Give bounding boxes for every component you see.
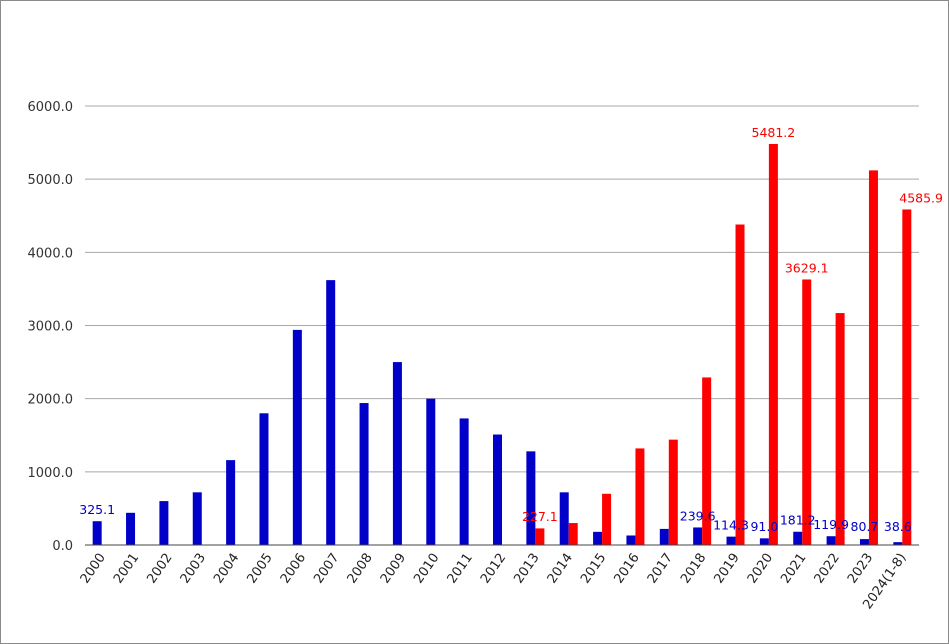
data-label-series1: 239.6 <box>680 508 716 523</box>
bar-series2 <box>868 170 878 546</box>
bar-series1 <box>859 539 869 545</box>
x-tick-label: 2004 <box>211 551 242 587</box>
y-tick-label: 6000.0 <box>28 100 74 115</box>
bar-series2 <box>802 279 812 545</box>
bar-series1 <box>226 460 236 545</box>
x-tick-label: 2006 <box>278 551 309 587</box>
x-axis-ticks: 2000 2001 2002 2003 2004 2005 2006 2007 2008 2009… <box>78 551 910 612</box>
data-label-series1: 91.0 <box>750 519 778 534</box>
x-tick-label: 2011 <box>445 551 476 587</box>
y-axis-ticks: 0.0 1000.0 2000.0 3000.0 4000.0 5000.0 6000.0 <box>28 100 74 554</box>
bar-series1 <box>559 492 569 545</box>
data-label-series2: 5481.2 <box>752 125 796 140</box>
bar-series1 <box>793 531 803 545</box>
x-tick-label: 2000 <box>78 551 109 587</box>
x-tick-label: 2005 <box>244 551 275 587</box>
bar-series1 <box>593 531 603 545</box>
x-tick-label: 2010 <box>411 551 442 587</box>
bar-series1 <box>359 403 369 545</box>
bar-series1 <box>726 536 736 545</box>
bar-series2 <box>735 224 745 545</box>
bar-series1 <box>159 501 169 545</box>
bar-series2 <box>902 209 912 546</box>
data-label-series2: 4585.9 <box>899 190 943 205</box>
bar-series1 <box>426 398 436 545</box>
x-tick-label: 2008 <box>345 551 376 587</box>
bars <box>92 143 912 546</box>
bar-series2 <box>668 439 678 545</box>
bar-series1 <box>893 542 903 545</box>
data-label-series2: 3629.1 <box>785 260 829 275</box>
y-tick-label: 2000.0 <box>28 393 74 408</box>
bar-series1 <box>292 329 302 545</box>
bar-series1 <box>392 362 402 545</box>
bar-series1 <box>326 280 336 545</box>
x-tick-label: 2018 <box>678 551 709 587</box>
bar-series2 <box>568 523 578 545</box>
x-tick-label: 2022 <box>812 551 843 587</box>
x-tick-label: 2003 <box>178 551 209 587</box>
data-label-series1: 325.1 <box>79 502 115 517</box>
data-label-series1: 80.7 <box>851 519 879 534</box>
bar-series1 <box>826 536 836 545</box>
x-tick-label: 2002 <box>144 551 175 587</box>
y-tick-label: 1000.0 <box>28 466 74 481</box>
x-tick-label: 2020 <box>745 551 776 587</box>
x-tick-label: 2023 <box>845 551 876 587</box>
bar-series1 <box>192 492 202 545</box>
bar-series1 <box>92 521 102 545</box>
x-tick-label: 2013 <box>511 551 542 587</box>
gridlines <box>85 105 919 473</box>
bar-series1 <box>759 538 769 545</box>
data-label-series1: 114.3 <box>713 518 749 533</box>
x-tick-label: 2016 <box>611 551 642 587</box>
data-label-series1: 181.2 <box>780 513 816 528</box>
bar-series1 <box>259 413 269 545</box>
bar-series2 <box>635 448 645 545</box>
bar-series2 <box>768 143 778 545</box>
bar-series1 <box>126 512 136 545</box>
data-label-series1: 38.6 <box>884 519 912 534</box>
bar-series1 <box>626 535 636 545</box>
y-tick-label: 0.0 <box>52 539 73 554</box>
bar-series2 <box>835 313 845 545</box>
bar-series2 <box>602 493 612 545</box>
x-tick-label: 2007 <box>311 551 342 587</box>
x-tick-label: 2012 <box>478 551 509 587</box>
y-tick-label: 5000.0 <box>28 173 74 188</box>
y-tick-label: 4000.0 <box>28 246 74 261</box>
bar-series1 <box>493 434 502 545</box>
bar-series1 <box>526 451 536 545</box>
x-tick-label: 2019 <box>712 551 743 587</box>
bar-series1 <box>459 418 469 545</box>
bar-series2 <box>702 377 712 545</box>
x-tick-label: 2014 <box>545 551 576 587</box>
x-tick-label: 2017 <box>645 551 676 587</box>
x-tick-label: 2021 <box>778 551 809 587</box>
y-tick-label: 3000.0 <box>28 320 74 335</box>
bar-series2 <box>535 528 545 545</box>
data-label-series2: 227.1 <box>522 509 558 524</box>
x-tick-label: 2001 <box>111 551 142 587</box>
data-label-series1: 119.9 <box>813 517 849 532</box>
x-tick-label: 2015 <box>578 551 609 587</box>
x-tick-label: 2009 <box>378 551 409 587</box>
bar-series1 <box>659 528 669 545</box>
bar-series1 <box>693 527 703 545</box>
